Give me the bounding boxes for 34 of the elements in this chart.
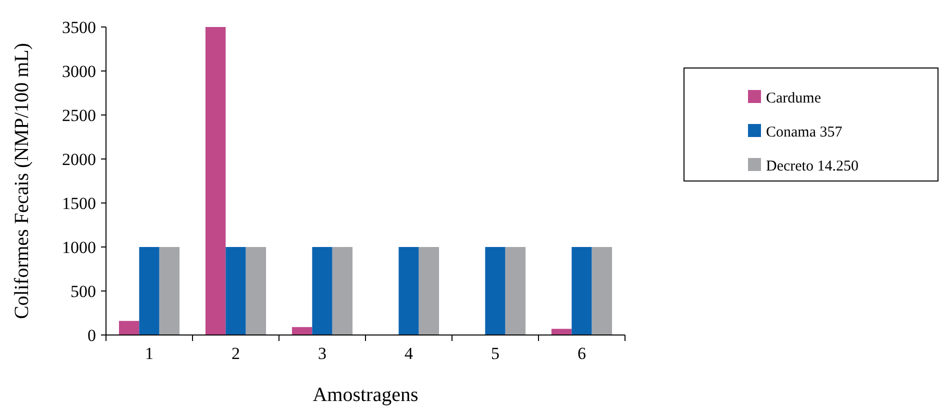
y-tick-label: 1500: [62, 194, 96, 213]
y-tick-label: 2500: [62, 106, 96, 125]
bar: [505, 247, 526, 335]
x-tick-label: 1: [145, 344, 154, 363]
bar: [118, 320, 140, 335]
y-tick-label: 2000: [62, 150, 96, 169]
bar: [159, 247, 180, 335]
x-tick-label: 2: [232, 344, 240, 363]
bar: [572, 247, 592, 335]
y-tick-label: 3500: [62, 18, 96, 37]
y-tick-label: 0: [88, 326, 96, 345]
bar: [246, 247, 266, 335]
x-axis-title: Amostragens: [312, 384, 418, 406]
legend-label: Cardume: [766, 90, 822, 106]
bar: [139, 247, 160, 335]
y-axis-title: Coliformes Fecais (NMP/100 mL): [11, 42, 33, 320]
bar: [226, 247, 246, 335]
bar: [592, 247, 612, 335]
y-tick-label: 1000: [62, 238, 96, 257]
bar: [292, 327, 312, 335]
x-tick-label: 6: [578, 344, 586, 363]
bar: [312, 247, 332, 335]
bar: [205, 27, 226, 335]
legend-label: Conama 357: [766, 124, 843, 140]
bar: [332, 247, 353, 335]
legend-label: Decreto 14.250: [766, 158, 858, 174]
bar: [418, 247, 440, 335]
x-tick-label: 3: [318, 344, 326, 363]
x-tick-label: 5: [491, 344, 500, 363]
y-tick-label: 3000: [62, 62, 96, 81]
bar: [485, 247, 506, 335]
y-tick-label: 500: [70, 282, 96, 301]
x-tick-label: 4: [404, 344, 414, 363]
bar: [398, 247, 419, 335]
